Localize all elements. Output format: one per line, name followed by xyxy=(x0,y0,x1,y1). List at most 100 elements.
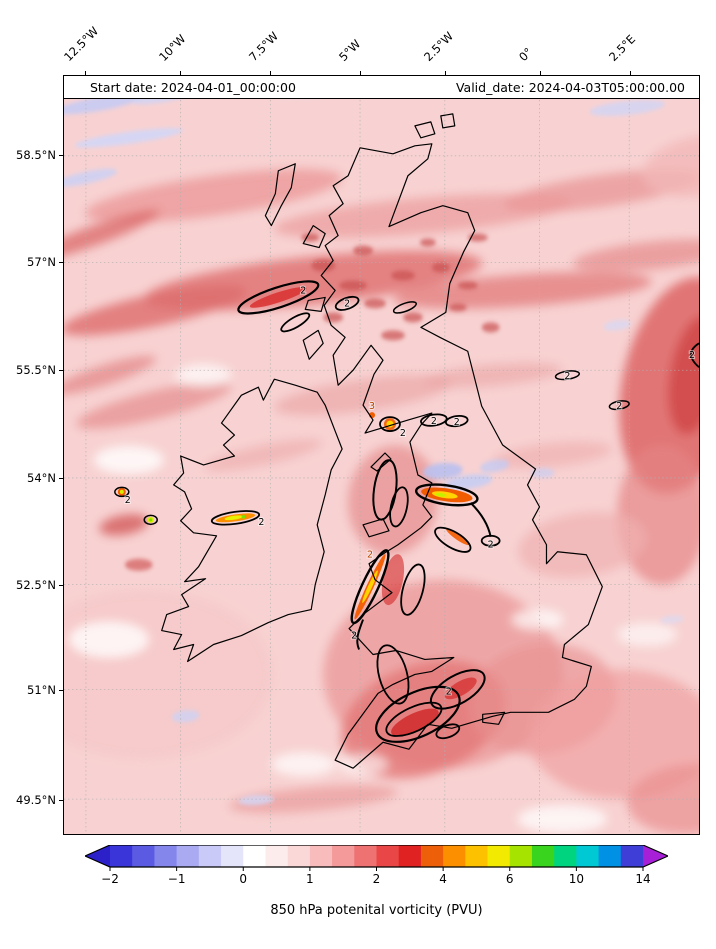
colorbar-segment xyxy=(420,845,444,867)
colorbar-segment xyxy=(554,845,577,867)
date-header: Start date: 2024-04-01_00:00:00 Valid_da… xyxy=(64,76,699,99)
contour-label: 2 xyxy=(125,495,131,506)
colorbar-segment xyxy=(376,845,400,867)
colorbar-segment xyxy=(332,845,355,867)
x-tick-label: 0° xyxy=(516,44,536,64)
colorbar-tick-label: 4 xyxy=(439,872,447,886)
y-tick-label: 52.5°N xyxy=(16,578,56,592)
coastline-isle-of-man xyxy=(370,452,392,472)
coastline-orkney xyxy=(414,113,456,139)
contour-label-group: 2 2 3 2 2 2 2 2 2 2 2 2 2 2 2 xyxy=(124,284,696,698)
colorbar-tick-labels: −2 −1 0 1 2 4 6 10 14 xyxy=(101,872,650,886)
colorbar-segment xyxy=(598,845,622,867)
colorbar-tick-label: 6 xyxy=(506,872,514,886)
pv-contours xyxy=(114,280,699,743)
colorbar-segment xyxy=(265,845,289,867)
start-date-label: Start date: 2024-04-01_00:00:00 xyxy=(90,79,296,95)
colorbar-segment xyxy=(398,845,422,867)
contour-label: 2 xyxy=(616,401,622,412)
map-plot: 2 2 3 2 2 2 2 2 2 2 2 2 2 2 2 Start date… xyxy=(63,75,700,835)
x-tick-label: 2.5°E xyxy=(606,31,639,64)
x-tick-label: 5°W xyxy=(336,36,364,64)
x-tick-mark xyxy=(270,71,271,75)
colorbar-tick-marks xyxy=(109,867,644,871)
colorbar-segment xyxy=(198,845,222,867)
x-tick-mark xyxy=(360,71,361,75)
colorbar-segment xyxy=(509,845,533,867)
colorbar-segment xyxy=(176,845,200,867)
x-tick-label: 12.5°W xyxy=(61,23,102,65)
colorbar-segment xyxy=(443,845,466,867)
colorbar-tick-label: 10 xyxy=(569,872,584,886)
y-tick-label: 57°N xyxy=(27,255,56,269)
pv-texture xyxy=(64,134,699,834)
coastline-great-britain xyxy=(320,143,603,769)
coastline-isle-of-wight xyxy=(482,711,506,725)
y-tick-mark xyxy=(59,690,63,691)
colorbar-segment xyxy=(531,845,555,867)
y-tick-mark xyxy=(59,585,63,586)
caption: 850 hPa potenital vorticity (PVU) xyxy=(270,903,483,918)
colorbar-tick-label: 2 xyxy=(373,872,381,886)
y-tick-mark xyxy=(59,155,63,156)
contour-label: 2 xyxy=(367,550,373,561)
colorbar-left-arrow xyxy=(85,845,110,867)
colorbar-segment xyxy=(620,845,643,867)
coastline-mull xyxy=(304,296,326,312)
colorbar-segment xyxy=(287,845,311,867)
contour-label: 2 xyxy=(344,298,350,309)
y-tick-label: 58.5°N xyxy=(16,148,56,162)
x-tick-mark xyxy=(180,71,181,75)
x-tick-label: 7.5°W xyxy=(246,29,282,64)
x-tick-label: 10°W xyxy=(156,31,189,64)
x-tick-label: 2.5°W xyxy=(421,29,457,64)
colorbar-segment xyxy=(465,845,488,867)
contour-label: 2 xyxy=(400,428,406,439)
contour-label: 2 xyxy=(351,631,357,642)
colorbar-segment xyxy=(576,845,599,867)
x-tick-mark xyxy=(630,71,631,75)
contour-label: 2 xyxy=(564,371,570,382)
x-tick-mark xyxy=(445,71,446,75)
contour-label: 3 xyxy=(369,401,375,412)
colorbar-segment xyxy=(487,845,511,867)
y-tick-label: 55.5°N xyxy=(16,363,56,377)
x-tick-mark xyxy=(85,71,86,75)
y-tick-mark xyxy=(59,478,63,479)
colorbar-segment xyxy=(110,845,133,867)
coastline-skye xyxy=(302,225,326,249)
valid-date-label: Valid_date: 2024-04-03T05:00:00.00 xyxy=(455,79,685,95)
contour-label: 2 xyxy=(258,517,264,528)
colorbar-segment xyxy=(154,845,178,867)
colorbar: −2 −1 0 1 2 4 6 10 14 xyxy=(85,845,668,886)
pv-speckle xyxy=(124,233,500,571)
colorbar-segment xyxy=(309,845,333,867)
pv-field-map: 2 2 3 2 2 2 2 2 2 2 2 2 2 2 2 xyxy=(64,76,699,834)
contour-label: 2 xyxy=(300,285,306,296)
colorbar-segment xyxy=(221,845,244,867)
contour-label: 2 xyxy=(689,350,695,361)
contour-label: 2 xyxy=(446,686,452,697)
colorbar-tick-label: −2 xyxy=(101,872,119,886)
colorbar-tick-label: −1 xyxy=(168,872,186,886)
y-tick-mark xyxy=(59,262,63,263)
coastline-outer-hebrides xyxy=(264,163,296,227)
colorbar-segment xyxy=(354,845,377,867)
y-tick-label: 49.5°N xyxy=(16,793,56,807)
colorbar-segment xyxy=(243,845,266,867)
contour-label: 2 xyxy=(454,417,460,428)
colorbar-tick-label: 14 xyxy=(635,872,650,886)
y-tick-mark xyxy=(59,800,63,801)
coastline-ireland xyxy=(161,378,343,663)
coastline-islay-jura xyxy=(302,329,324,360)
colorbar-right-arrow xyxy=(643,845,668,867)
y-tick-label: 54°N xyxy=(27,471,56,485)
colorbar-tick-label: 0 xyxy=(239,872,247,886)
colorbar-segment xyxy=(132,845,155,867)
y-tick-mark xyxy=(59,370,63,371)
y-tick-label: 51°N xyxy=(27,683,56,697)
colorbar-segments xyxy=(110,845,643,867)
contour-label: 2 xyxy=(431,416,437,427)
contour-label: 2 xyxy=(488,540,494,551)
